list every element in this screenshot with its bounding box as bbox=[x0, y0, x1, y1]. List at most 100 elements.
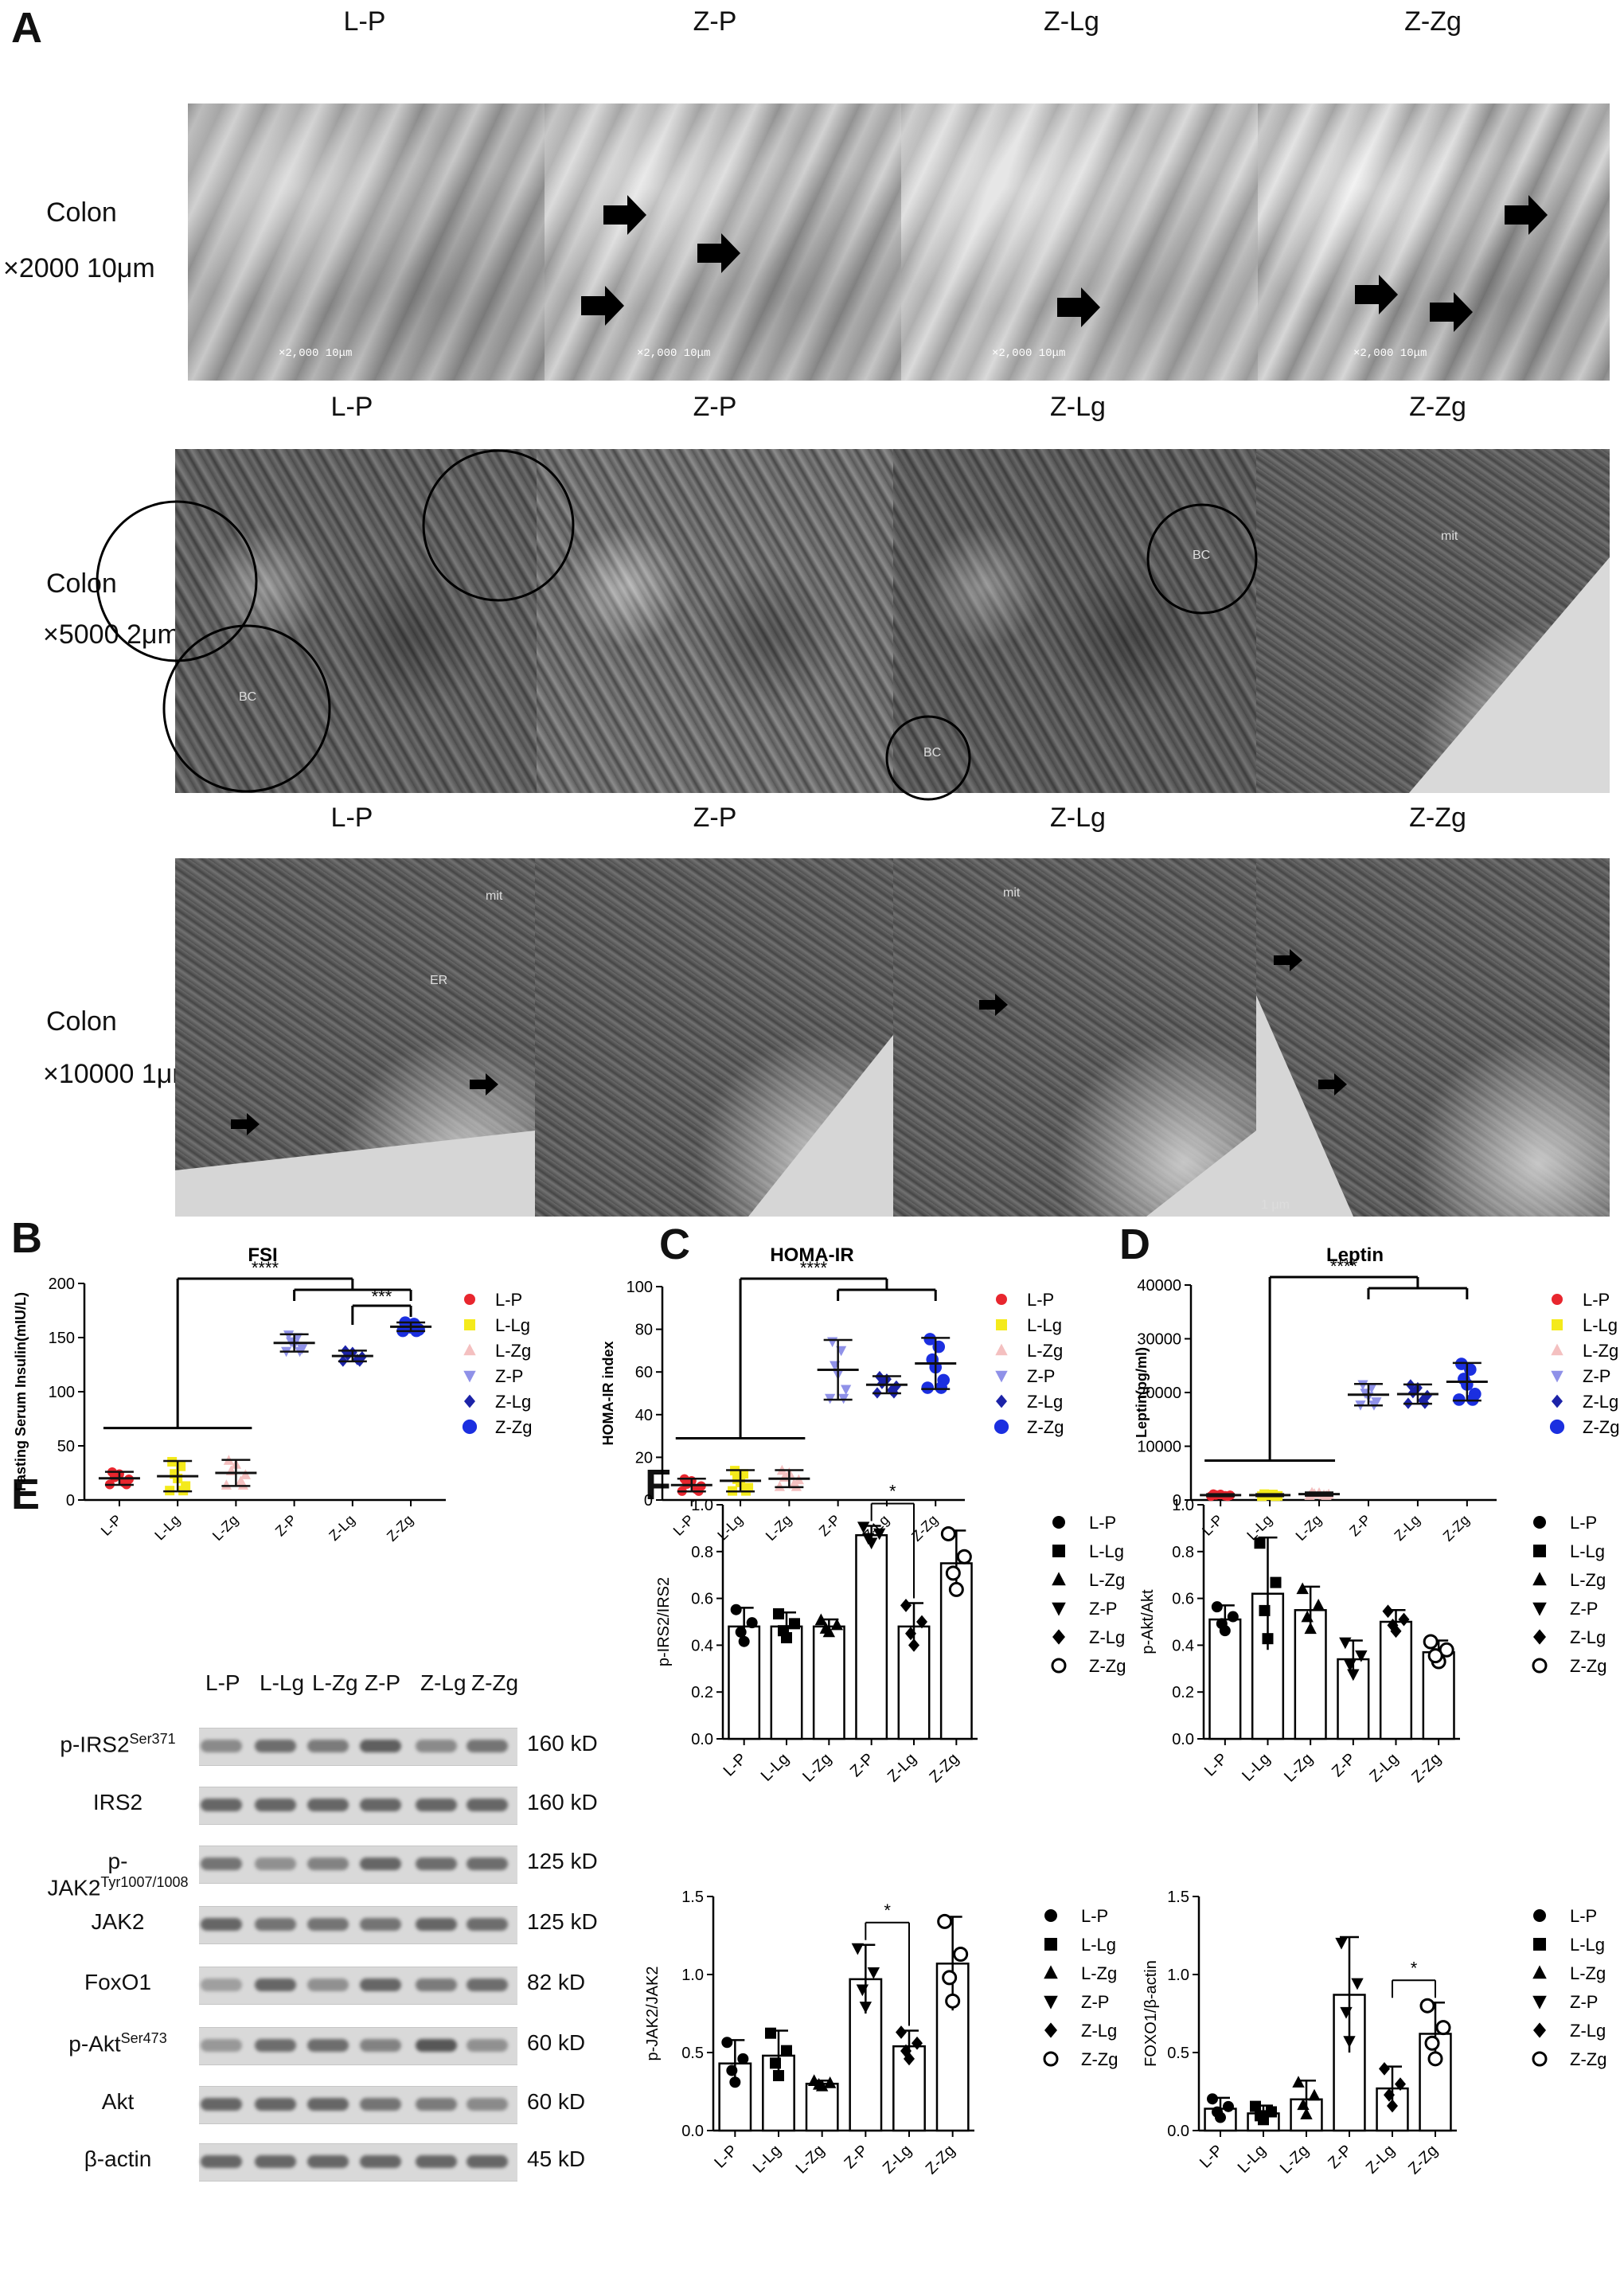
wb-band bbox=[416, 1740, 457, 1752]
wb-band bbox=[360, 2039, 401, 2052]
wb-band bbox=[416, 2039, 457, 2052]
annotation-text: mit bbox=[1441, 529, 1458, 543]
data-point bbox=[896, 2025, 907, 2039]
legend-label: Z-Lg bbox=[1583, 1392, 1618, 1412]
data-point bbox=[900, 1599, 912, 1612]
y-tick-label: 0.8 bbox=[1172, 1544, 1194, 1561]
data-point bbox=[953, 1947, 969, 1963]
wb-protein-label: p-JAK2Tyr1007/1008 bbox=[47, 1849, 189, 1900]
tem-circles-overlay: BC BC BC mit bbox=[96, 449, 1610, 801]
wb-band bbox=[201, 1918, 242, 1931]
x-tick-label: L-Zg bbox=[1277, 2142, 1313, 2178]
wb-band bbox=[255, 2039, 296, 2052]
data-point bbox=[1419, 1998, 1435, 2014]
y-tick-label: 40000 bbox=[1137, 1277, 1181, 1295]
wb-kd-label: 82 kD bbox=[527, 1970, 586, 1994]
wb-band bbox=[360, 1857, 401, 1870]
wb-gel-strip bbox=[199, 1787, 517, 1825]
significance-label: **** bbox=[252, 1258, 279, 1278]
legend-marker bbox=[1533, 1938, 1546, 1951]
x-tick-label: L-P bbox=[670, 1512, 697, 1539]
data-point bbox=[945, 1565, 961, 1581]
col-label: Z-Zg bbox=[1404, 6, 1462, 37]
data-point bbox=[1427, 2051, 1443, 2067]
data-point bbox=[1387, 1619, 1399, 1632]
data-point bbox=[1259, 1604, 1271, 1616]
wb-band bbox=[255, 1978, 296, 1991]
data-point bbox=[735, 1626, 747, 1638]
data-point bbox=[861, 1533, 875, 1545]
y-tick-label: 0.0 bbox=[1172, 1731, 1194, 1748]
wb-protein-label: IRS2 bbox=[92, 1790, 143, 1814]
wb-band bbox=[307, 1918, 349, 1931]
y-tick-label: 0.5 bbox=[681, 2045, 704, 2062]
col-label: Z-Lg bbox=[1050, 392, 1106, 422]
y-tick-label: 0.2 bbox=[691, 1684, 713, 1701]
y-axis-label: p-Akt/Akt bbox=[1139, 1589, 1157, 1654]
wb-band bbox=[360, 1918, 401, 1931]
data-point bbox=[738, 1635, 750, 1647]
legend-marker bbox=[463, 1370, 476, 1383]
legend-marker bbox=[996, 1394, 1007, 1408]
legend-marker bbox=[1533, 2022, 1546, 2038]
data-point bbox=[1340, 2006, 1353, 2019]
x-tick-label: L-Zg bbox=[1281, 1750, 1317, 1786]
data-point bbox=[1351, 1978, 1364, 1990]
x-tick-label: Z-Lg bbox=[880, 2142, 915, 2178]
annotation-text: 1 μm bbox=[1261, 1198, 1290, 1212]
row-label-tissue: Colon bbox=[46, 1006, 117, 1037]
wb-band bbox=[416, 1799, 457, 1811]
wb-band bbox=[467, 2155, 508, 2168]
legend-label: L-Lg bbox=[495, 1315, 530, 1335]
y-tick-label: 100 bbox=[49, 1384, 75, 1401]
data-point bbox=[1312, 1599, 1325, 1611]
scale-bar-text: ×2,000 10μm bbox=[637, 347, 711, 360]
annotation-text: BC bbox=[923, 746, 941, 760]
wb-gel-strip bbox=[199, 1846, 517, 1884]
wb-band bbox=[467, 1740, 508, 1752]
wb-band bbox=[201, 1857, 242, 1870]
x-tick-label: L-Lg bbox=[1235, 2142, 1270, 2177]
legend-marker bbox=[996, 1294, 1007, 1305]
x-tick-label: Z-Lg bbox=[1363, 2142, 1399, 2178]
y-tick-label: 1.0 bbox=[1172, 1497, 1194, 1514]
data-point bbox=[1301, 1610, 1314, 1623]
data-point bbox=[956, 1549, 972, 1564]
legend-label: Z-Zg bbox=[495, 1417, 532, 1437]
data-point bbox=[1304, 1622, 1317, 1635]
data-point bbox=[827, 1337, 838, 1348]
sem-image-z-lg bbox=[901, 104, 1258, 381]
data-point bbox=[916, 1615, 927, 1629]
wb-band bbox=[201, 2098, 242, 2111]
data-point bbox=[1339, 1637, 1352, 1650]
data-point bbox=[1212, 2106, 1223, 2118]
data-point bbox=[1308, 2088, 1321, 2101]
data-point bbox=[912, 2036, 923, 2050]
x-tick-label: L-Lg bbox=[1239, 1750, 1274, 1785]
x-tick-label: Z-P bbox=[1325, 2142, 1355, 2172]
wb-gel-strip bbox=[199, 2143, 517, 2182]
wb-kd-label: 160 kD bbox=[527, 1790, 598, 1814]
y-tick-label: 0.5 bbox=[1167, 2045, 1189, 2062]
data-point bbox=[1255, 2110, 1266, 2122]
data-point bbox=[905, 1627, 916, 1641]
x-tick-label: Z-P bbox=[847, 1750, 877, 1780]
y-tick-label: 0.2 bbox=[1172, 1684, 1194, 1701]
wb-band bbox=[416, 1857, 457, 1870]
data-point bbox=[812, 2077, 826, 2090]
legend-marker bbox=[996, 1319, 1007, 1330]
legend-marker bbox=[1044, 1909, 1057, 1922]
wb-band bbox=[467, 1857, 508, 1870]
data-point bbox=[859, 2002, 873, 2014]
y-tick-label: 0.0 bbox=[1167, 2123, 1189, 2140]
data-point bbox=[1427, 1648, 1443, 1664]
annotation-text: BC bbox=[239, 690, 256, 704]
legend-marker bbox=[1044, 1938, 1057, 1951]
bar bbox=[1208, 1618, 1242, 1740]
wb-kd-label: 60 kD bbox=[527, 2030, 586, 2055]
data-point bbox=[937, 1913, 953, 1929]
wb-protein-label: p-IRS2Ser371 bbox=[60, 1731, 176, 1757]
wb-band bbox=[201, 2039, 242, 2052]
data-point bbox=[1211, 1601, 1223, 1613]
wb-lane-label: Z-P bbox=[365, 1670, 401, 1695]
